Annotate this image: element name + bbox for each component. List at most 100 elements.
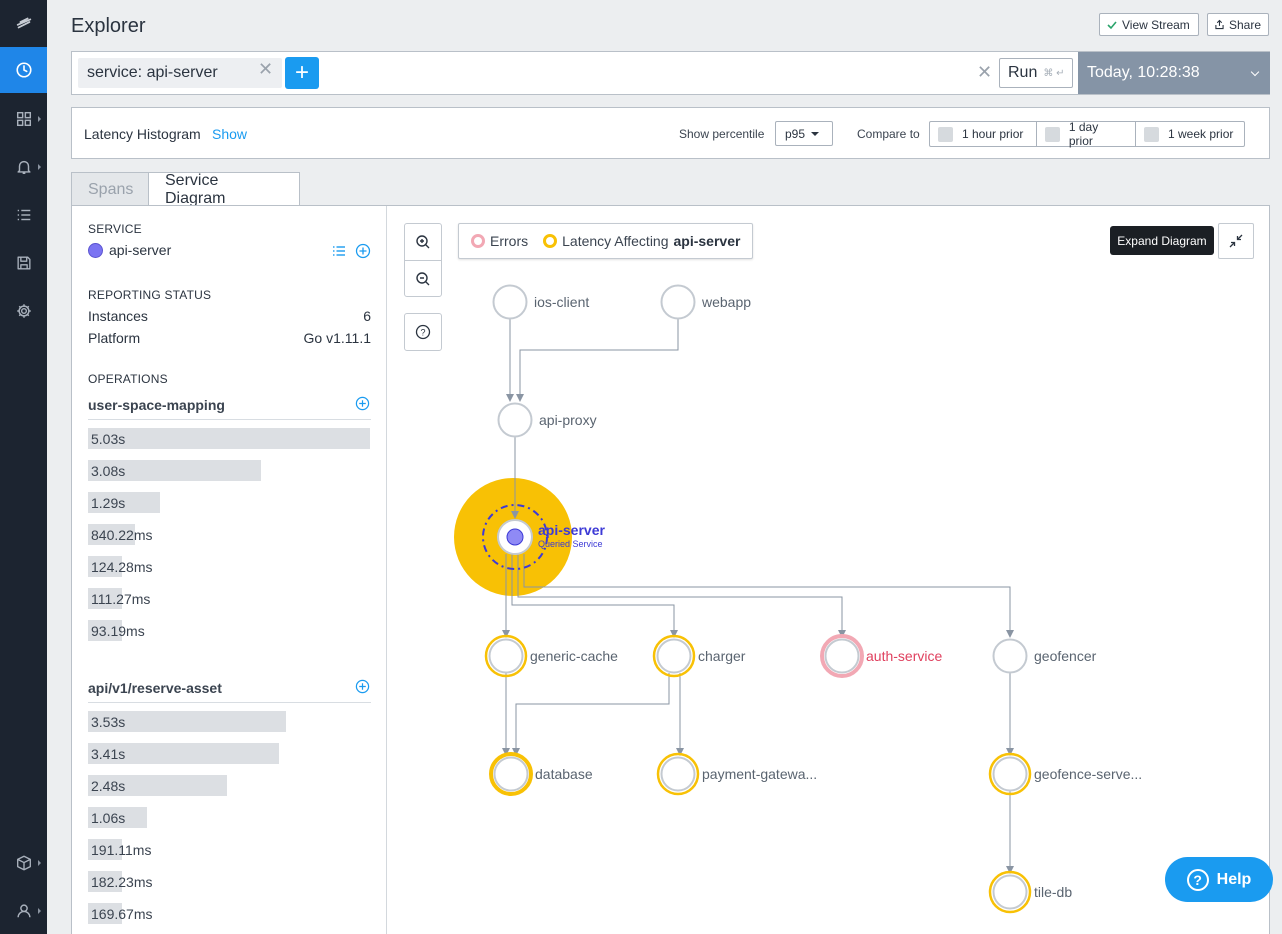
- nav-save-icon[interactable]: [0, 240, 47, 286]
- node-database[interactable]: database: [489, 752, 593, 796]
- checkbox-icon: [1045, 126, 1060, 142]
- node-charger[interactable]: charger: [652, 634, 746, 678]
- help-label: Help: [1216, 870, 1252, 888]
- compare-1-day-checkbox[interactable]: 1 day prior: [1037, 120, 1136, 148]
- left-nav: [0, 0, 47, 934]
- latency-bar[interactable]: 1.06s: [88, 807, 147, 828]
- node-generic-cache[interactable]: generic-cache: [484, 634, 618, 678]
- time-label: Today, 10:28:38: [1087, 64, 1200, 81]
- node-circle: [656, 638, 692, 674]
- node-label: api-proxy: [539, 412, 597, 428]
- reporting-heading: REPORTING STATUS: [88, 288, 212, 302]
- node-label: tile-db: [1034, 884, 1072, 900]
- edge-api-server-to-auth-service: [517, 554, 846, 638]
- add-service-plus-icon[interactable]: [355, 243, 371, 259]
- diagram-help-icon[interactable]: ?: [404, 313, 442, 351]
- latency-bar[interactable]: 3.41s: [88, 743, 279, 764]
- latency-bar[interactable]: 182.23ms: [88, 871, 152, 892]
- node-auth-service[interactable]: auth-service: [820, 634, 942, 678]
- latency-bar[interactable]: 111.27ms: [88, 588, 150, 609]
- zoom-out-icon[interactable]: [405, 260, 441, 296]
- add-operation-plus-icon[interactable]: [355, 396, 370, 411]
- node-tile-db[interactable]: tile-db: [988, 870, 1072, 914]
- operation-title: user-space-mapping: [88, 397, 371, 420]
- nav-settings-gear-icon[interactable]: [0, 288, 47, 334]
- help-button[interactable]: ? Help: [1165, 857, 1273, 902]
- histogram-show-link[interactable]: Show: [212, 126, 248, 142]
- node-label: ios-client: [534, 294, 589, 310]
- clear-query-close-icon[interactable]: ✕: [977, 62, 993, 82]
- percentile-label: Show percentile: [679, 127, 765, 141]
- time-picker[interactable]: Today, 10:28:38: [1078, 52, 1270, 94]
- diagram-legend: Errors Latency Affecting api-server: [458, 223, 754, 259]
- query-chip[interactable]: service: api-server: [78, 58, 282, 88]
- node-ios-client[interactable]: ios-client: [492, 284, 590, 320]
- percentile-value: p95: [785, 126, 806, 141]
- node-circle: [488, 638, 524, 674]
- checkbox-icon: [1144, 126, 1159, 142]
- latency-bar[interactable]: 93.19ms: [88, 620, 145, 641]
- service-graph[interactable]: ios-client webapp api-proxy api-serverQueri…: [388, 206, 1271, 934]
- checkbox-icon: [938, 126, 953, 142]
- node-label: api-server: [538, 522, 605, 538]
- chevron-down-icon: [1250, 67, 1260, 77]
- latency-bar[interactable]: 191.11ms: [88, 839, 151, 860]
- latency-histogram-bar: Latency Histogram Show Show percentile p…: [71, 107, 1270, 159]
- latency-bar[interactable]: 3.08s: [88, 460, 261, 481]
- add-filter-button[interactable]: +: [285, 57, 319, 89]
- compare-1-week-checkbox[interactable]: 1 week prior: [1136, 122, 1244, 146]
- compare-1-hour-checkbox[interactable]: 1 hour prior: [930, 122, 1037, 146]
- tab-spans[interactable]: Spans: [71, 172, 149, 206]
- share-label: Share: [1228, 17, 1261, 32]
- latency-bar[interactable]: 840.22ms: [88, 524, 152, 545]
- run-button[interactable]: Run ⌘ ↵: [999, 58, 1073, 88]
- node-status-ring: [988, 870, 1032, 914]
- node-webapp[interactable]: webapp: [660, 284, 752, 320]
- check-icon: [1107, 20, 1117, 29]
- nav-dashboards-grid-icon[interactable]: [0, 96, 47, 142]
- view-stream-button[interactable]: View Stream: [1099, 13, 1199, 36]
- compare-options: 1 hour prior 1 day prior 1 week prior: [929, 120, 1245, 148]
- view-stream-label: View Stream: [1122, 17, 1190, 32]
- latency-bar[interactable]: 3.53s: [88, 711, 286, 732]
- node-circle: [660, 284, 696, 320]
- latency-bar[interactable]: 169.67ms: [88, 903, 152, 924]
- node-payment-gateway[interactable]: payment-gatewa...: [656, 752, 817, 796]
- latency-bar[interactable]: 5.03s: [88, 428, 370, 449]
- latency-bar[interactable]: 1.29s: [88, 492, 160, 513]
- node-status-ring: [656, 752, 700, 796]
- question-mark-icon: ?: [1186, 868, 1209, 891]
- compare-option-label: 1 day prior: [1068, 120, 1099, 148]
- collapse-diagram-icon[interactable]: [1218, 223, 1254, 259]
- zoom-in-icon[interactable]: [405, 224, 441, 260]
- share-button[interactable]: Share: [1207, 13, 1269, 36]
- nav-explorer-clock-icon[interactable]: [0, 47, 47, 93]
- percentile-select[interactable]: p95: [775, 121, 833, 146]
- node-label: geofencer: [1034, 648, 1097, 664]
- share-icon: [1215, 19, 1224, 30]
- node-geofence-server[interactable]: geofence-serve...: [988, 752, 1142, 796]
- caret-down-icon: [811, 131, 820, 136]
- nav-packages-cube-icon[interactable]: [0, 840, 47, 886]
- node-api-proxy[interactable]: api-proxy: [497, 402, 597, 438]
- latency-bar[interactable]: 2.48s: [88, 775, 227, 796]
- node-status-ring: [988, 752, 1032, 796]
- nav-user-icon[interactable]: [0, 888, 47, 934]
- service-diagram[interactable]: ios-client webapp api-proxy api-server Queri…: [388, 206, 1271, 934]
- svg-text:?: ?: [420, 328, 425, 338]
- instances-row: Instances 6: [88, 308, 371, 324]
- latency-bar[interactable]: 124.28ms: [88, 556, 152, 577]
- service-color-dot: [88, 242, 103, 258]
- list-view-icon[interactable]: [331, 243, 347, 259]
- node-geofencer[interactable]: geofencer: [992, 638, 1097, 674]
- add-operation-plus-icon[interactable]: [355, 679, 370, 694]
- nav-list-icon[interactable]: [0, 192, 47, 238]
- logo-icon[interactable]: [0, 0, 47, 46]
- nav-alerts-bell-icon[interactable]: [0, 144, 47, 190]
- tab-service-diagram[interactable]: Service Diagram: [148, 172, 300, 207]
- compare-option-label: 1 hour prior: [962, 127, 1024, 141]
- node-status-ring: [489, 752, 533, 796]
- remove-chip-close-icon[interactable]: ✕: [258, 59, 274, 79]
- query-bar[interactable]: service: api-server ✕ + ✕ Run ⌘ ↵ Today,…: [71, 51, 1270, 95]
